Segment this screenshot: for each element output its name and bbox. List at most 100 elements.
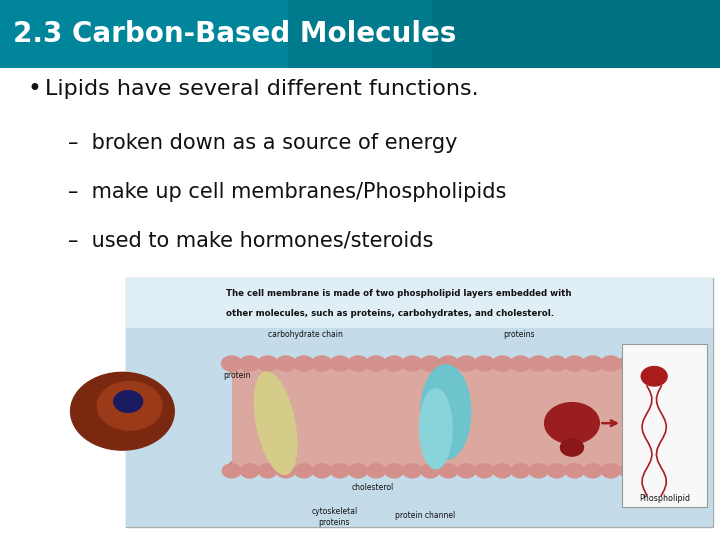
Circle shape <box>391 461 407 472</box>
Circle shape <box>97 382 162 430</box>
FancyBboxPatch shape <box>126 328 713 526</box>
Text: 2.3 Carbon-Based Molecules: 2.3 Carbon-Based Molecules <box>13 20 456 48</box>
Circle shape <box>511 464 530 478</box>
Circle shape <box>229 362 246 375</box>
Circle shape <box>482 362 499 375</box>
Circle shape <box>330 464 349 478</box>
Text: Phospholipid: Phospholipid <box>639 494 690 503</box>
Circle shape <box>474 356 495 371</box>
Circle shape <box>601 464 620 478</box>
Circle shape <box>240 464 259 478</box>
Circle shape <box>348 356 368 371</box>
Text: –  make up cell membranes/Phospholipids: – make up cell membranes/Phospholipids <box>68 181 507 202</box>
Text: cholesterol: cholesterol <box>352 483 394 492</box>
Circle shape <box>229 461 245 472</box>
Circle shape <box>608 362 625 375</box>
Circle shape <box>456 356 477 371</box>
Circle shape <box>680 362 698 375</box>
Circle shape <box>547 464 566 478</box>
Circle shape <box>546 356 567 371</box>
Ellipse shape <box>421 364 471 460</box>
Circle shape <box>294 356 314 371</box>
Circle shape <box>674 464 693 478</box>
Circle shape <box>276 356 296 371</box>
Circle shape <box>493 464 512 478</box>
Circle shape <box>312 356 332 371</box>
Circle shape <box>518 362 535 375</box>
Circle shape <box>373 362 390 375</box>
Circle shape <box>619 464 638 478</box>
Circle shape <box>510 356 531 371</box>
Circle shape <box>384 464 403 478</box>
Circle shape <box>114 391 143 413</box>
Circle shape <box>355 461 371 472</box>
Circle shape <box>457 464 476 478</box>
Circle shape <box>283 362 300 375</box>
Circle shape <box>644 461 660 472</box>
Circle shape <box>529 464 548 478</box>
Text: The cell membrane is made of two phospholipid layers embedded with: The cell membrane is made of two phospho… <box>226 288 571 298</box>
Circle shape <box>438 356 459 371</box>
Circle shape <box>446 461 462 472</box>
Ellipse shape <box>254 372 297 474</box>
Circle shape <box>355 362 372 375</box>
Circle shape <box>482 461 498 472</box>
Circle shape <box>312 464 331 478</box>
FancyBboxPatch shape <box>126 278 713 328</box>
Circle shape <box>644 362 661 375</box>
Circle shape <box>464 461 480 472</box>
Circle shape <box>439 464 458 478</box>
Text: cytoskeletal
proteins: cytoskeletal proteins <box>311 507 357 526</box>
Circle shape <box>554 362 571 375</box>
Circle shape <box>673 356 693 371</box>
Circle shape <box>554 461 570 472</box>
Circle shape <box>590 362 607 375</box>
Circle shape <box>565 464 584 478</box>
FancyBboxPatch shape <box>622 343 707 507</box>
Circle shape <box>276 464 295 478</box>
Circle shape <box>71 373 174 450</box>
Circle shape <box>582 356 603 371</box>
Text: protein channel: protein channel <box>395 511 455 519</box>
Circle shape <box>680 461 696 472</box>
Circle shape <box>247 461 263 472</box>
Circle shape <box>536 461 552 472</box>
Circle shape <box>656 464 675 478</box>
Text: Lipids have several different functions.: Lipids have several different functions. <box>45 79 479 99</box>
Circle shape <box>528 356 549 371</box>
Circle shape <box>319 461 335 472</box>
Circle shape <box>283 461 299 472</box>
Circle shape <box>240 356 260 371</box>
FancyBboxPatch shape <box>232 363 701 471</box>
Circle shape <box>560 439 583 456</box>
Circle shape <box>247 362 264 375</box>
FancyBboxPatch shape <box>0 68 720 540</box>
Circle shape <box>409 461 426 472</box>
Circle shape <box>626 362 643 375</box>
Circle shape <box>500 362 517 375</box>
Circle shape <box>475 464 494 478</box>
Circle shape <box>222 356 242 371</box>
Circle shape <box>402 464 421 478</box>
Circle shape <box>636 356 657 371</box>
Circle shape <box>600 356 621 371</box>
Circle shape <box>464 362 481 375</box>
Text: •: • <box>27 77 41 101</box>
Circle shape <box>348 464 367 478</box>
Circle shape <box>301 362 318 375</box>
Circle shape <box>330 356 350 371</box>
FancyBboxPatch shape <box>126 278 713 526</box>
Circle shape <box>590 461 606 472</box>
Circle shape <box>572 362 589 375</box>
Circle shape <box>626 461 642 472</box>
FancyBboxPatch shape <box>0 0 288 68</box>
Text: carbohydrate chain: carbohydrate chain <box>268 330 343 339</box>
Circle shape <box>337 362 354 375</box>
Circle shape <box>427 461 444 472</box>
Circle shape <box>265 461 281 472</box>
Circle shape <box>446 362 463 375</box>
FancyBboxPatch shape <box>0 0 720 68</box>
Circle shape <box>301 461 317 472</box>
Circle shape <box>572 461 588 472</box>
Text: –  used to make hormones/steroids: – used to make hormones/steroids <box>68 230 433 251</box>
